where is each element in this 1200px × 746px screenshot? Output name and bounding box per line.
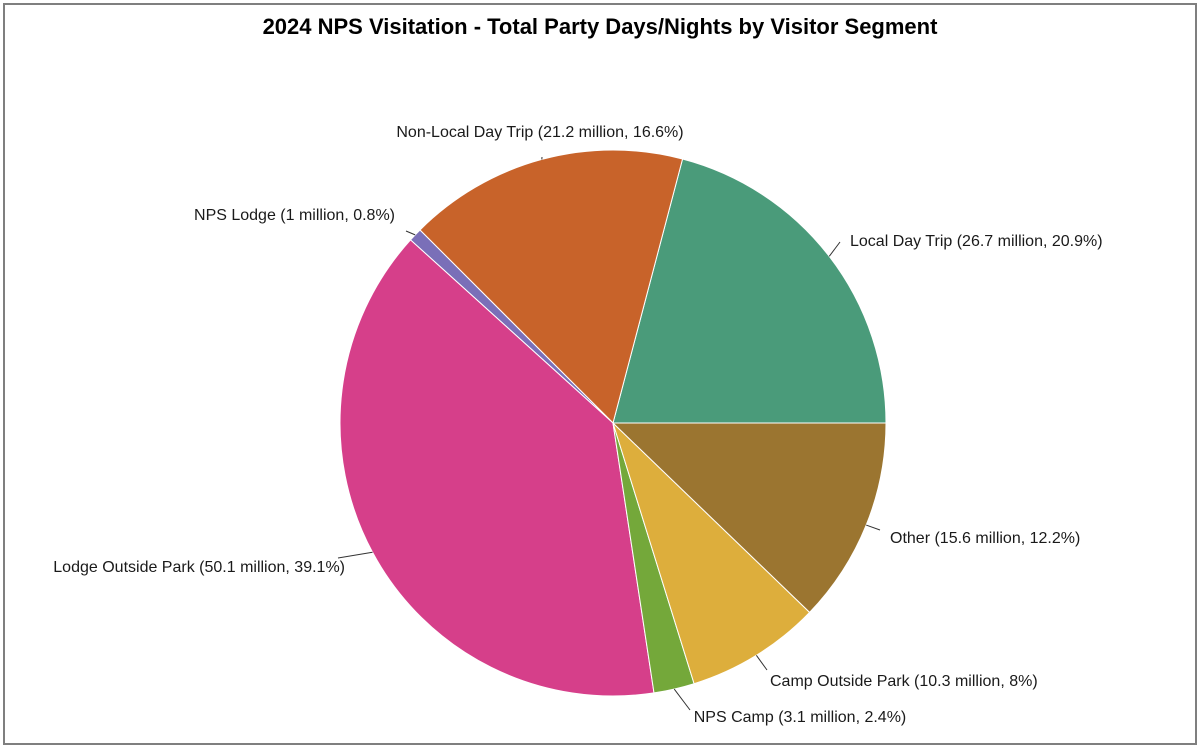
leader-line-nps-camp [673,688,691,711]
slice-label-local-day-trip: Local Day Trip (26.7 million, 20.9%) [850,233,1103,250]
slice-label-non-local-day-trip: Non-Local Day Trip (21.2 million, 16.6%) [396,124,683,141]
slice-label-camp-outside-park: Camp Outside Park (10.3 million, 8%) [770,673,1038,690]
pie-slice-local-day-trip [612,158,887,424]
leader-line-camp-outside-park [755,655,768,671]
leader-line-nps-lodge [405,230,416,236]
leader-line-lodge-outside-park [337,551,373,559]
chart-title: 2024 NPS Visitation - Total Party Days/N… [262,14,938,39]
pie-slice-lodge-outside-park [339,239,655,697]
slice-label-nps-camp: NPS Camp (3.1 million, 2.4%) [694,709,907,726]
leader-line-local-day-trip [828,241,841,257]
slice-label-other: Other (15.6 million, 12.2%) [890,530,1080,547]
leader-line-other [866,524,881,531]
slice-label-lodge-outside-park: Lodge Outside Park (50.1 million, 39.1%) [53,559,345,576]
slice-label-nps-lodge: NPS Lodge (1 million, 0.8%) [194,207,395,224]
pie-slice-non-local-day-trip [419,149,684,424]
